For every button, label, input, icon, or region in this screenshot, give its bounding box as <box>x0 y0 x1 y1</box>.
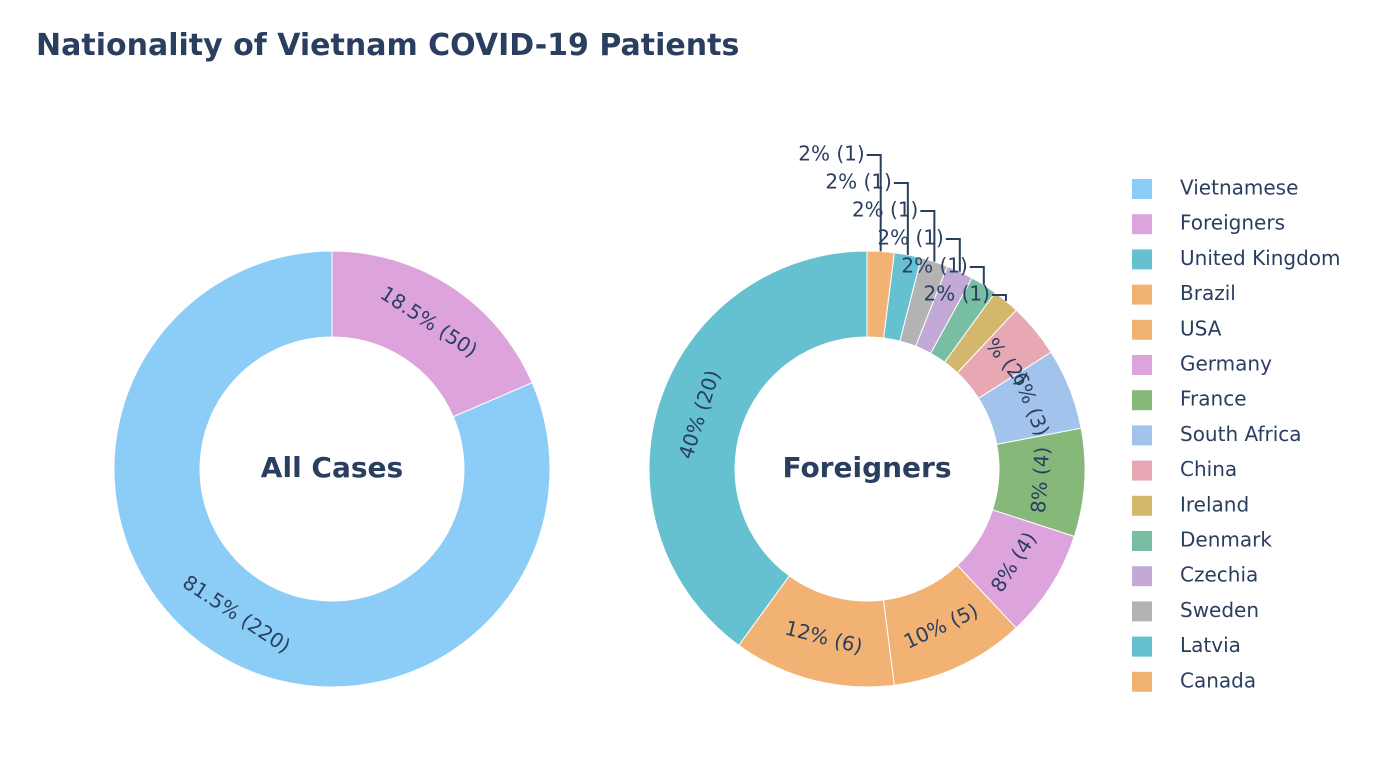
legend-label-czechia: Czechia <box>1180 563 1258 587</box>
legend-label-united-kingdom: United Kingdom <box>1180 246 1341 270</box>
legend-item-france: France <box>1132 387 1247 411</box>
leader-line-ireland <box>991 294 1007 302</box>
center-label-foreigners: Foreigners <box>782 451 951 484</box>
slice-united-kingdom <box>648 250 868 647</box>
leader-line-sweden <box>920 210 936 262</box>
leader-line-denmark <box>969 266 985 285</box>
legend-label-foreigners: Foreigners <box>1180 211 1285 235</box>
leader-line-latvia <box>893 182 909 255</box>
legend-item-latvia: Latvia <box>1132 633 1241 657</box>
legend-label-denmark: Denmark <box>1180 528 1272 552</box>
legend-swatch-germany <box>1132 355 1152 375</box>
legend-swatch-vietnamese <box>1132 179 1152 199</box>
slice-label-france: 8% (4) <box>1026 446 1054 514</box>
chart-title: Nationality of Vietnam COVID-19 Patients <box>36 28 739 63</box>
legend-item-china: China <box>1132 457 1237 481</box>
legend-label-latvia: Latvia <box>1180 633 1241 657</box>
slice-foreigners <box>331 250 533 418</box>
legend-item-brazil: Brazil <box>1132 281 1236 305</box>
legend-label-france: France <box>1180 387 1247 411</box>
legend-item-united-kingdom: United Kingdom <box>1132 246 1341 270</box>
legend-item-usa: USA <box>1132 316 1222 340</box>
slice-label-latvia: 2% (1) <box>825 170 891 194</box>
slice-label-czechia: 2% (1) <box>877 226 943 250</box>
legend-item-south-africa: South Africa <box>1132 422 1302 446</box>
legend-item-vietnamese: Vietnamese <box>1132 176 1298 200</box>
legend-swatch-canada <box>1132 671 1152 692</box>
legend-item-foreigners: Foreigners <box>1132 211 1285 235</box>
legend-label-vietnamese: Vietnamese <box>1180 176 1298 200</box>
slice-vietnamese <box>113 250 551 688</box>
slice-label-ireland: 2% (1) <box>924 282 990 306</box>
legend-swatch-usa <box>1132 319 1152 340</box>
leader-line-czechia <box>945 238 961 272</box>
pie-all-cases: 81.5% (220)18.5% (50)All Cases <box>113 250 551 688</box>
legend: Vietnamese Foreigners United Kingdom Brazil… <box>1132 176 1341 692</box>
legend-swatch-china <box>1132 460 1152 481</box>
legend-item-germany: Germany <box>1132 352 1272 376</box>
legend-label-ireland: Ireland <box>1180 492 1249 516</box>
leader-line-canada <box>866 154 882 252</box>
slice-canada <box>866 250 895 339</box>
legend-swatch-ireland <box>1132 495 1152 516</box>
legend-swatch-foreigners <box>1132 214 1152 235</box>
legend-item-ireland: Ireland <box>1132 492 1249 516</box>
legend-label-south-africa: South Africa <box>1180 422 1302 446</box>
legend-swatch-brazil <box>1132 284 1152 305</box>
legend-item-denmark: Denmark <box>1132 528 1272 552</box>
legend-swatch-united-kingdom <box>1132 249 1152 270</box>
legend-swatch-france <box>1132 390 1152 411</box>
legend-label-usa: USA <box>1180 316 1222 340</box>
legend-item-czechia: Czechia <box>1132 563 1258 587</box>
legend-label-canada: Canada <box>1180 668 1256 692</box>
pie-foreigners: 40% (20)12% (6) 10% (5)8% (4)8% (4)6% (3)… <box>648 142 1086 688</box>
slice-label-canada: 2% (1) <box>798 142 864 166</box>
legend-swatch-czechia <box>1132 566 1152 587</box>
legend-swatch-sweden <box>1132 601 1152 622</box>
legend-item-sweden: Sweden <box>1132 598 1259 622</box>
legend-swatch-south-africa <box>1132 425 1152 446</box>
center-label-all-cases: All Cases <box>261 451 403 484</box>
legend-label-china: China <box>1180 457 1237 481</box>
legend-swatch-denmark <box>1132 531 1152 551</box>
legend-swatch-latvia <box>1132 636 1152 657</box>
legend-item-canada: Canada <box>1132 668 1256 692</box>
legend-label-brazil: Brazil <box>1180 281 1236 305</box>
legend-label-sweden: Sweden <box>1180 598 1259 622</box>
legend-label-germany: Germany <box>1180 352 1272 376</box>
